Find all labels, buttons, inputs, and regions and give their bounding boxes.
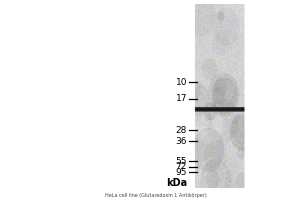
Text: 95: 95 <box>176 168 187 177</box>
Text: 10: 10 <box>176 78 187 87</box>
Text: 17: 17 <box>176 94 187 103</box>
Text: kDa: kDa <box>166 178 187 188</box>
Text: 36: 36 <box>176 137 187 146</box>
Text: HeLa cell line (Glutaredoxin 1 Antikörper): HeLa cell line (Glutaredoxin 1 Antikörpe… <box>105 193 207 198</box>
Text: 28: 28 <box>176 126 187 135</box>
Text: 72: 72 <box>176 162 187 171</box>
Text: 55: 55 <box>176 157 187 166</box>
